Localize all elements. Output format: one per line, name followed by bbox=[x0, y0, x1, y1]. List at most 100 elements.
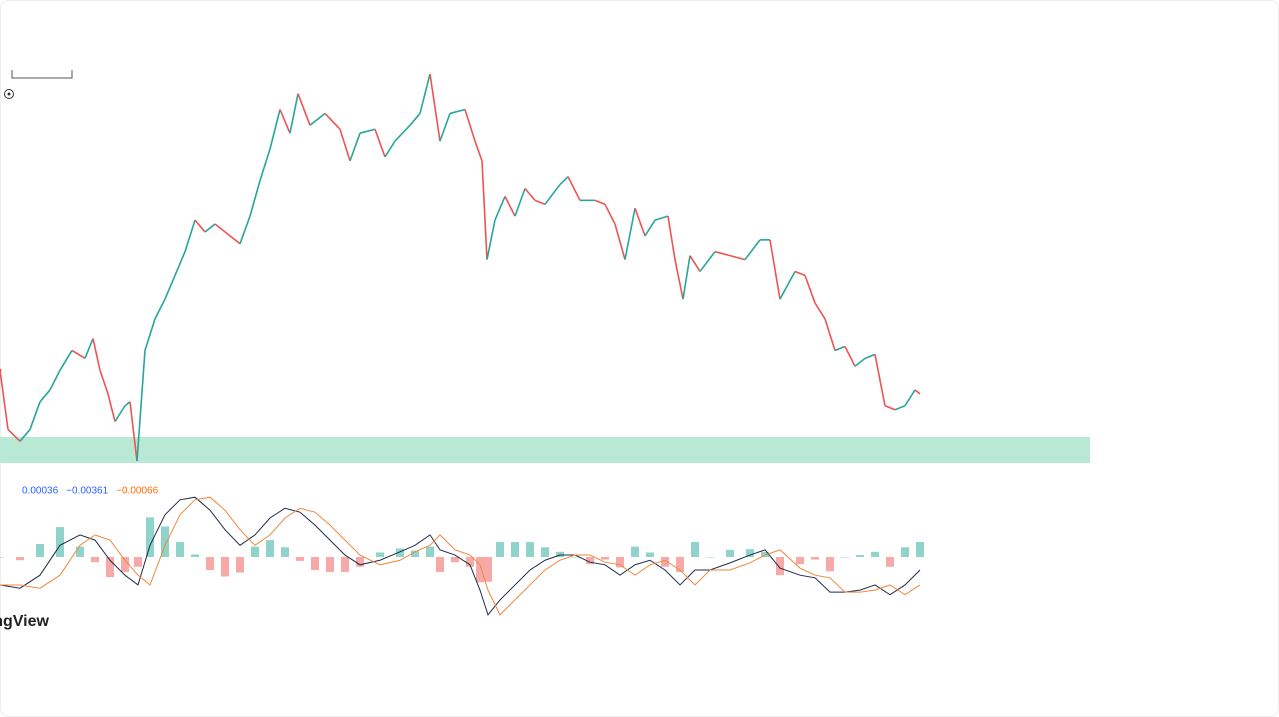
price-segment bbox=[114, 405, 126, 422]
price-segment bbox=[49, 369, 61, 391]
price-segment bbox=[309, 112, 326, 126]
macd-histogram-bar bbox=[916, 542, 924, 557]
macd-histogram-bar bbox=[691, 542, 699, 557]
macd-histogram-bar bbox=[36, 544, 44, 557]
price-segment bbox=[194, 219, 206, 233]
macd-histogram-bar bbox=[451, 557, 459, 563]
macd-histogram-bar bbox=[206, 557, 214, 570]
price-segment bbox=[384, 140, 396, 158]
macd-histogram-bar bbox=[476, 557, 484, 583]
macd-value: −0.00361 bbox=[66, 486, 108, 497]
price-segment bbox=[824, 318, 836, 351]
price-segment bbox=[914, 389, 921, 395]
macd-histogram-bar bbox=[341, 557, 349, 572]
price-segment bbox=[744, 239, 761, 261]
price-segment bbox=[136, 350, 146, 462]
price-segment bbox=[229, 235, 241, 245]
macd-histogram-bar bbox=[661, 557, 669, 567]
price-segment bbox=[674, 259, 684, 300]
price-segment bbox=[0, 370, 9, 430]
macd-histogram-bar bbox=[396, 548, 404, 557]
macd-histogram-bar bbox=[856, 555, 864, 557]
macd-histogram-bar bbox=[541, 547, 549, 557]
price-segment bbox=[624, 208, 636, 260]
price-segment bbox=[99, 369, 109, 395]
price-segment bbox=[124, 401, 131, 407]
macd-histogram-bar bbox=[556, 551, 564, 557]
price-segment bbox=[409, 112, 421, 126]
macd-histogram-bar bbox=[901, 547, 909, 557]
price-segment bbox=[29, 401, 41, 430]
price-segment bbox=[154, 298, 166, 320]
macd-histogram-bar bbox=[281, 547, 289, 557]
price-segment bbox=[514, 188, 526, 217]
price-segment bbox=[729, 254, 746, 261]
price-segment bbox=[884, 405, 896, 411]
macd-histogram-bar bbox=[411, 550, 419, 557]
price-segment bbox=[464, 109, 476, 142]
price-segment bbox=[667, 216, 676, 260]
macd-histogram-bar bbox=[426, 546, 434, 557]
macd-histogram-bar bbox=[511, 542, 519, 557]
macd-histogram-bar bbox=[796, 557, 804, 565]
price-segment bbox=[894, 405, 906, 411]
macd-histogram-bar bbox=[601, 557, 609, 560]
price-segment bbox=[394, 124, 411, 142]
price-segment bbox=[174, 251, 186, 276]
macd-histogram-bar bbox=[706, 557, 714, 558]
price-segment bbox=[269, 109, 281, 150]
price-segment bbox=[129, 401, 138, 462]
macd-histogram-bar bbox=[811, 557, 819, 560]
price-segment bbox=[324, 112, 341, 130]
price-segment bbox=[439, 113, 451, 142]
price-segment bbox=[59, 350, 73, 371]
macd-histogram-bar bbox=[676, 557, 684, 572]
price-segment bbox=[682, 255, 691, 300]
macd-histogram-bar bbox=[376, 552, 384, 557]
support-zone bbox=[0, 436, 1090, 464]
price-segment bbox=[474, 140, 483, 162]
macd-histogram-bar bbox=[16, 557, 24, 561]
price-segment bbox=[864, 353, 876, 360]
price-segment bbox=[804, 275, 816, 304]
toolbar-box[interactable] bbox=[11, 70, 73, 79]
price-segment bbox=[854, 357, 866, 367]
macd-histogram-bar bbox=[841, 557, 849, 558]
price-segment bbox=[249, 180, 261, 217]
macd-histogram-bar bbox=[356, 557, 364, 567]
price-segment bbox=[699, 251, 716, 272]
macd-histogram-bar bbox=[146, 517, 154, 557]
price-segment bbox=[594, 199, 606, 206]
macd-histogram-bar bbox=[161, 526, 169, 557]
price-segment bbox=[359, 128, 376, 134]
macd-histogram-bar bbox=[176, 542, 184, 557]
macd-histogram-bar bbox=[746, 549, 754, 557]
price-segment bbox=[184, 219, 196, 252]
macd-histogram-bar bbox=[776, 557, 784, 576]
price-segment bbox=[289, 93, 299, 134]
price-segment bbox=[107, 393, 116, 422]
macd-histogram-bar bbox=[311, 557, 319, 570]
eye-icon-pupil bbox=[7, 92, 11, 96]
macd-value: −0.00066 bbox=[116, 486, 158, 497]
eye-icon[interactable] bbox=[4, 89, 14, 99]
price-segment bbox=[834, 345, 846, 352]
price-segment bbox=[419, 73, 431, 114]
macd-histogram-bar bbox=[326, 557, 334, 572]
macd-histogram-bar bbox=[886, 557, 894, 567]
macd-histogram-bar bbox=[586, 557, 594, 565]
macd-histogram-bar bbox=[134, 557, 142, 567]
price-segment bbox=[559, 176, 569, 186]
macd-histogram-bar bbox=[826, 557, 834, 572]
price-segment bbox=[504, 196, 516, 217]
macd-histogram-bar bbox=[646, 552, 654, 557]
price-segment bbox=[689, 255, 701, 272]
price-segment bbox=[297, 93, 311, 126]
price-segment bbox=[904, 389, 916, 407]
price-segment bbox=[214, 223, 231, 237]
price-segment bbox=[71, 349, 86, 360]
price-segment bbox=[874, 354, 886, 406]
price-segment bbox=[654, 215, 669, 221]
macd-histogram-bar bbox=[496, 542, 504, 557]
